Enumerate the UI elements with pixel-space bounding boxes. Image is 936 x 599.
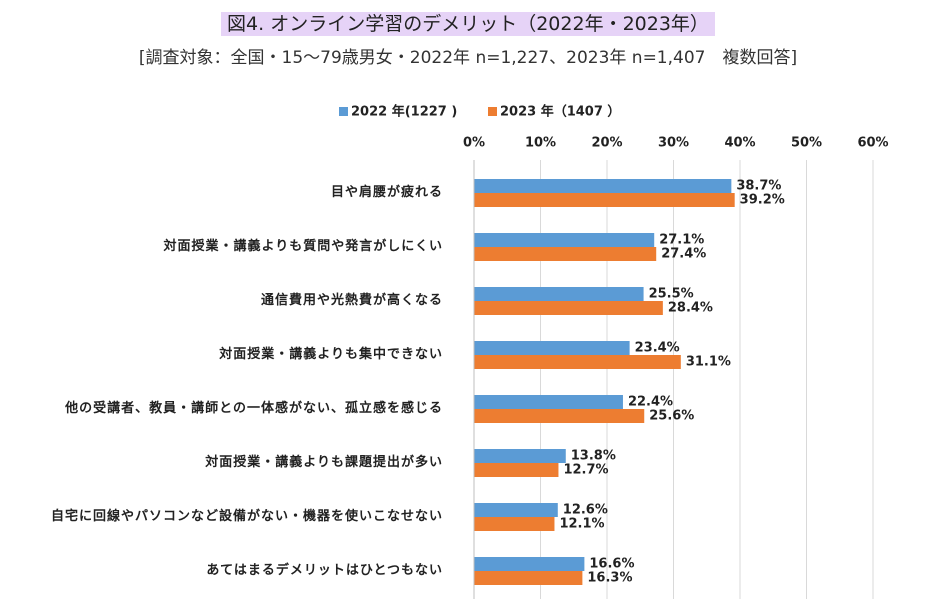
x-tick-label: 40%	[724, 136, 755, 151]
bar	[474, 449, 566, 463]
data-label: 12.7%	[563, 463, 608, 478]
bar	[474, 409, 645, 423]
data-label: 12.1%	[559, 517, 604, 532]
data-label: 22.4%	[628, 395, 673, 410]
bar	[474, 193, 735, 207]
category-label: 対面授業・講義よりも集中できない	[219, 347, 443, 362]
legend-swatch	[488, 107, 497, 116]
title-box: 図4. オンライン学習のデメリット（2022年・2023年）	[0, 9, 936, 36]
chart-title: 図4. オンライン学習のデメリット（2022年・2023年）	[221, 12, 715, 36]
data-label: 23.4%	[635, 341, 680, 356]
data-label: 28.4%	[668, 301, 713, 316]
x-tick-label: 10%	[525, 136, 556, 151]
legend-swatch	[339, 107, 348, 116]
legend-label: 2022 年(1227 )	[351, 104, 457, 120]
data-label: 25.5%	[649, 287, 694, 302]
data-label: 31.1%	[686, 355, 731, 370]
bar	[474, 557, 585, 571]
bar	[474, 355, 681, 369]
x-tick-label: 20%	[591, 136, 622, 151]
data-label: 12.6%	[563, 503, 608, 518]
bar	[474, 395, 623, 409]
category-label: 通信費用や光熱費が高くなる	[260, 293, 443, 308]
legend-label: 2023 年（1407 ）	[500, 104, 620, 120]
data-label: 27.4%	[661, 247, 706, 262]
chart-subtitle: [調査対象：全国・15～79歳男女・2022年 n=1,227、2023年 n=…	[138, 48, 798, 68]
bar	[474, 503, 558, 517]
category-label: 他の受講者、教員・講師との一体感がない、孤立感を感じる	[65, 401, 443, 416]
x-tick-label: 0%	[463, 136, 485, 151]
data-label: 16.3%	[587, 571, 632, 586]
bar	[474, 247, 657, 261]
bar	[474, 517, 555, 531]
x-tick-label: 30%	[658, 136, 689, 151]
bar	[474, 341, 630, 355]
category-label: 対面授業・講義よりも課題提出が多い	[205, 455, 443, 470]
bar	[474, 179, 732, 193]
bar	[474, 463, 559, 477]
data-label: 13.8%	[571, 449, 616, 464]
bar	[474, 287, 644, 301]
data-label: 25.6%	[649, 409, 694, 424]
data-label: 38.7%	[736, 179, 781, 194]
category-label: 目や肩腰が疲れる	[330, 185, 443, 200]
data-label: 16.6%	[589, 557, 634, 572]
category-label: 自宅に回線やパソコンなど設備がない・機器を使いこなせない	[50, 509, 443, 524]
bar	[474, 233, 655, 247]
category-label: 対面授業・講義よりも質問や発言がしにくい	[163, 239, 443, 254]
data-label: 27.1%	[659, 233, 704, 248]
x-tick-label: 60%	[857, 136, 888, 151]
bar	[474, 301, 663, 315]
x-tick-label: 50%	[791, 136, 822, 151]
bar	[474, 571, 583, 585]
data-label: 39.2%	[740, 193, 785, 208]
category-label: あてはまるデメリットはひとつもない	[206, 563, 443, 578]
